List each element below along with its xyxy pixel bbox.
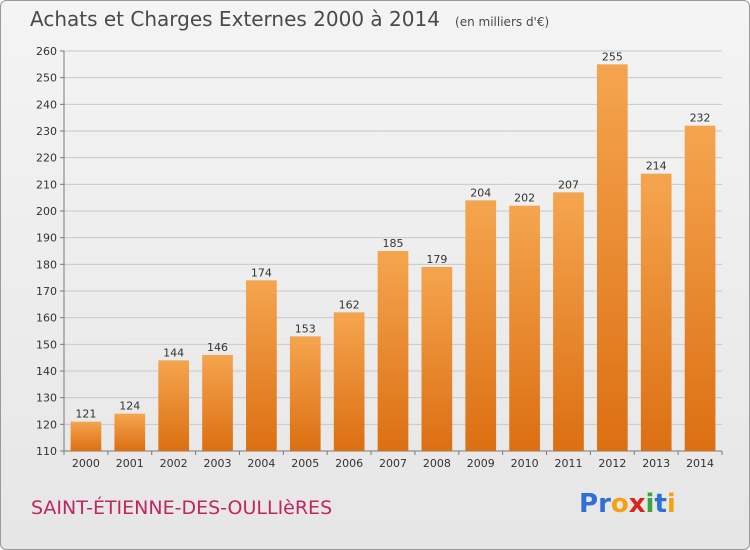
chart-subtitle: (en milliers d'€) [455, 15, 550, 29]
bar-2008[interactable] [421, 267, 453, 451]
data-label-2001: 124 [119, 400, 140, 413]
data-label-2006: 162 [339, 298, 360, 311]
data-label-2008: 179 [426, 253, 447, 266]
y-tick-label: 150 [36, 338, 57, 351]
bar-2002[interactable] [158, 360, 190, 451]
y-tick-label: 260 [36, 45, 57, 58]
bar-2010[interactable] [509, 205, 540, 451]
brand-letter: x [628, 489, 646, 519]
y-tick-label: 210 [36, 178, 57, 191]
x-tick-label-2003: 2003 [204, 457, 232, 470]
data-label-2009: 204 [470, 186, 491, 199]
data-label-2000: 121 [75, 408, 96, 421]
bar-2013[interactable] [640, 173, 672, 451]
x-tick-label-2005: 2005 [291, 457, 319, 470]
bar-2003[interactable] [202, 355, 233, 451]
bar-2001[interactable] [114, 413, 146, 451]
x-tick-label-2011: 2011 [554, 457, 582, 470]
y-tick-label: 140 [36, 365, 57, 378]
x-tick-label-2010: 2010 [511, 457, 539, 470]
y-tick-label: 170 [36, 285, 57, 298]
brand-letter: o [610, 489, 629, 519]
y-tick-label: 160 [36, 312, 57, 325]
chart-title: Achats et Charges Externes 2000 à 2014 [30, 7, 440, 31]
bar-2000[interactable] [70, 421, 102, 451]
x-tick-label-2002: 2002 [160, 457, 188, 470]
x-tick-label-2001: 2001 [116, 457, 144, 470]
data-label-2003: 146 [207, 341, 228, 354]
data-label-2004: 174 [251, 266, 272, 279]
y-tick-label: 230 [36, 125, 57, 138]
brand-letter: t [654, 489, 667, 519]
bar-2009[interactable] [465, 200, 497, 451]
proxiti-logo[interactable]: Proxiti [579, 489, 676, 519]
bar-2011[interactable] [553, 192, 584, 452]
y-tick-label: 200 [36, 205, 57, 218]
brand-letter: P [579, 489, 599, 519]
commune-name: SAINT-ÉTIENNE-DES-OULLIèRES [31, 497, 333, 519]
y-tick-label: 190 [36, 232, 57, 245]
bar-2014[interactable] [684, 125, 716, 452]
data-label-2011: 207 [558, 178, 579, 191]
x-tick-label-2013: 2013 [642, 457, 670, 470]
y-tick-label: 130 [36, 392, 57, 405]
brand-letter: i [666, 489, 676, 519]
bar-2012[interactable] [596, 64, 628, 452]
data-label-2010: 202 [514, 192, 535, 205]
x-tick-label-2012: 2012 [598, 457, 626, 470]
x-tick-label-2014: 2014 [686, 457, 714, 470]
data-label-2002: 144 [163, 346, 184, 359]
y-tick-label: 250 [36, 72, 57, 85]
x-tick-label-2000: 2000 [72, 457, 100, 470]
x-tick-label-2008: 2008 [423, 457, 451, 470]
y-tick-label: 220 [36, 152, 57, 165]
brand-letter: r [598, 489, 611, 519]
bar-2005[interactable] [289, 336, 321, 451]
y-tick-label: 240 [36, 98, 57, 111]
bar-2004[interactable] [246, 280, 277, 451]
x-tick-label-2007: 2007 [379, 457, 407, 470]
bar-2006[interactable] [333, 312, 365, 451]
data-label-2014: 232 [690, 112, 711, 125]
title-row: Achats et Charges Externes 2000 à 2014 (… [30, 7, 549, 31]
y-tick-label: 110 [36, 445, 57, 458]
data-label-2013: 214 [646, 160, 667, 173]
data-label-2005: 153 [295, 322, 316, 335]
x-tick-label-2009: 2009 [467, 457, 495, 470]
y-tick-label: 120 [36, 418, 57, 431]
bar-2007[interactable] [377, 251, 409, 451]
brand-letter: i [645, 489, 655, 519]
x-tick-label-2004: 2004 [247, 457, 275, 470]
x-tick-label-2006: 2006 [335, 457, 363, 470]
y-tick-label: 180 [36, 258, 57, 271]
data-label-2007: 185 [383, 237, 404, 250]
data-label-2012: 255 [602, 50, 623, 63]
